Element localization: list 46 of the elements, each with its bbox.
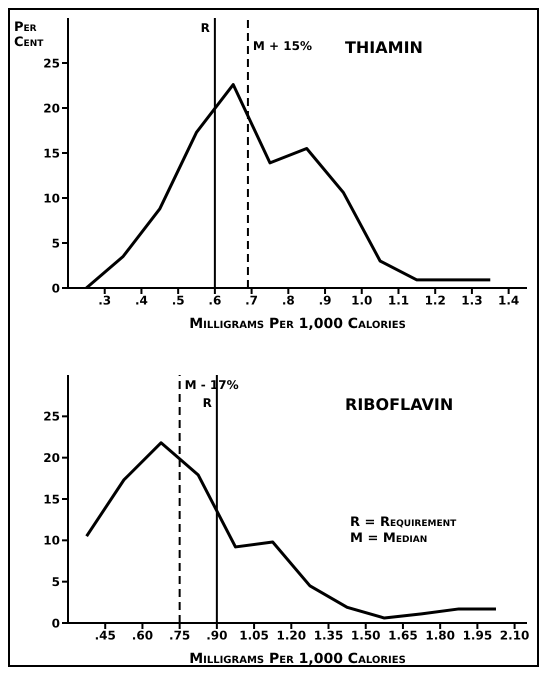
ref-line-label: M + 15% xyxy=(252,39,312,53)
x-tick-label: .60 xyxy=(132,628,154,643)
x-tick-label: 1.50 xyxy=(350,628,381,643)
x-tick-label: 1.20 xyxy=(276,628,306,643)
x-tick-label: 1.0 xyxy=(351,294,372,308)
y-axis-title: Per Cent xyxy=(14,20,44,50)
x-tick-label: .9 xyxy=(318,294,332,308)
x-axis-title: Milligrams Per 1,000 Calories xyxy=(189,651,406,667)
x-tick-label: .45 xyxy=(94,628,116,643)
ref-line-label: R xyxy=(202,396,212,410)
x-tick-label: 1.65 xyxy=(388,628,418,643)
x-tick-label: 2.10 xyxy=(500,628,530,643)
y-tick-label: 10 xyxy=(43,191,60,206)
y-tick-label: 5 xyxy=(52,236,60,250)
x-tick-label: .4 xyxy=(134,294,148,308)
x-tick-label: 1.05 xyxy=(239,628,269,643)
ref-line-label: R xyxy=(200,21,210,35)
y-tick-label: 25 xyxy=(43,56,60,70)
y-tick-label: 0 xyxy=(52,616,60,630)
text: RIBOFLAVIN xyxy=(345,395,454,414)
x-tick-label: .5 xyxy=(172,294,185,308)
y-tick-label: 20 xyxy=(43,450,60,465)
x-tick-label: .8 xyxy=(282,294,295,308)
y-tick-label: 0 xyxy=(52,281,60,296)
x-tick-label: 1.35 xyxy=(314,628,344,643)
x-tick-label: 1.80 xyxy=(425,628,455,643)
y-tick-label: 10 xyxy=(43,534,60,548)
y-tick-label: 15 xyxy=(43,492,60,506)
y-tick-label: 25 xyxy=(43,410,60,424)
text: THIAMIN xyxy=(345,38,423,57)
y-tick-label: 5 xyxy=(52,574,60,589)
x-axis-title: Milligrams Per 1,000 Calories xyxy=(189,316,406,332)
x-tick-label: 1.3 xyxy=(461,294,483,308)
y-tick-label: 20 xyxy=(43,101,60,116)
x-tick-label: .6 xyxy=(208,294,222,308)
x-tick-label: .3 xyxy=(98,294,112,308)
annotation: M = Median xyxy=(350,531,428,546)
x-tick-label: .90 xyxy=(206,628,228,643)
x-tick-label: 1.2 xyxy=(424,294,446,308)
x-tick-label: .7 xyxy=(245,294,258,308)
x-tick-label: 1.1 xyxy=(388,294,410,308)
x-tick-label: 1.4 xyxy=(498,294,520,308)
y-tick-label: 15 xyxy=(43,146,60,160)
x-tick-label: 1.95 xyxy=(462,628,492,643)
annotation: R = Requirement xyxy=(350,515,456,530)
x-tick-label: .75 xyxy=(169,628,190,643)
